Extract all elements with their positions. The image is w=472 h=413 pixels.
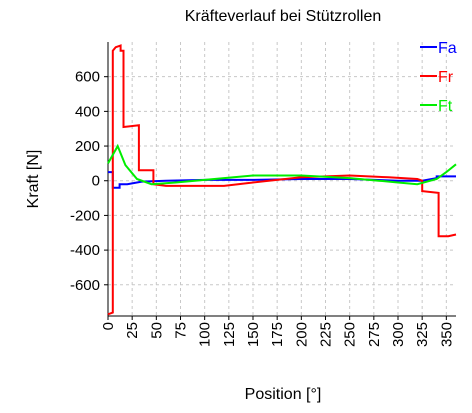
x-tick-label: 150 [245, 322, 262, 347]
legend-label-ft: Ft [438, 98, 453, 115]
y-axis-label: Kraft [N] [25, 150, 42, 209]
x-tick-label: 100 [197, 322, 214, 347]
x-tick-label: 300 [390, 322, 407, 347]
y-tick-label: -200 [70, 207, 100, 224]
x-tick-label: 175 [269, 322, 286, 347]
x-tick-label: 275 [366, 322, 383, 347]
x-tick-label: 0 [100, 322, 117, 330]
legend: Fa Fr Ft [420, 40, 457, 115]
legend-label-fr: Fr [438, 69, 454, 86]
series-lines [107, 44, 457, 316]
x-tick-label: 125 [221, 322, 238, 347]
x-tick-label: 225 [318, 322, 335, 347]
axes: -600 -400 -200 0 200 400 600 0 25 50 75 100 125 150 17… [70, 42, 456, 347]
series-line-ft [107, 143, 457, 186]
chart-title: Kräfteverlauf bei Stützrollen [185, 8, 382, 25]
y-tick-label: 200 [75, 138, 100, 155]
y-tick-label: 600 [75, 69, 100, 86]
series-line-fr [107, 44, 457, 316]
y-tick-label: -400 [70, 242, 100, 259]
x-tick-label: 75 [173, 322, 190, 339]
y-tick-label: 400 [75, 103, 100, 120]
x-tick-label: 200 [293, 322, 310, 347]
y-tick-label: -600 [70, 277, 100, 294]
x-tick-label: 325 [414, 322, 431, 347]
y-tick-label: 0 [92, 173, 100, 190]
x-tick-label: 350 [438, 322, 455, 347]
x-axis-label: Position [°] [245, 386, 322, 403]
x-tick-label: 250 [342, 322, 359, 347]
x-tick-label: 25 [124, 322, 141, 339]
legend-label-fa: Fa [438, 40, 457, 57]
x-tick-label: 50 [148, 322, 165, 339]
